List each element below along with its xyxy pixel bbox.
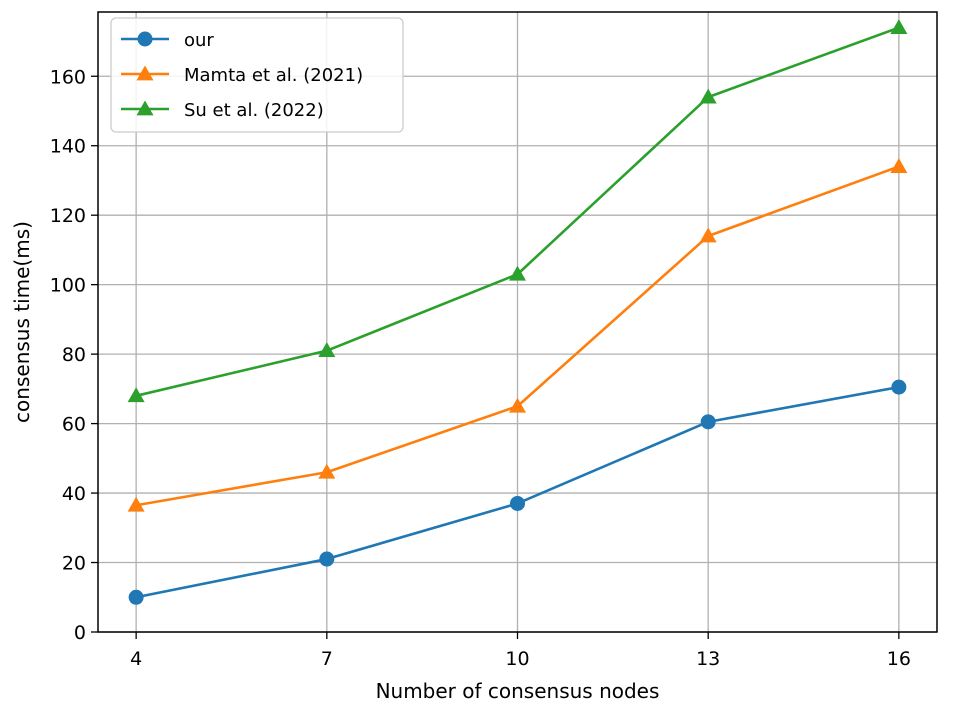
- data-point: [890, 158, 908, 173]
- legend-marker: [136, 100, 154, 116]
- data-point: [890, 19, 908, 35]
- legend-label: Su et al. (2022): [184, 100, 324, 121]
- x-axis-label: Number of consensus nodes: [376, 679, 660, 703]
- legend-item: our: [121, 30, 214, 51]
- legend-marker: [137, 31, 153, 47]
- data-point: [127, 496, 145, 512]
- series-lines: [127, 19, 908, 605]
- series-0: [128, 379, 907, 605]
- data-point: [891, 379, 907, 395]
- data-point: [700, 414, 716, 430]
- x-tick-label: 7: [321, 648, 333, 670]
- legend-item: Su et al. (2022): [121, 100, 324, 121]
- y-tick-label: 0: [74, 622, 86, 644]
- legend-marker: [136, 65, 154, 81]
- data-point: [319, 551, 335, 567]
- data-point: [699, 227, 717, 243]
- legend-item: Mamta et al. (2021): [121, 65, 363, 86]
- legend-label: Mamta et al. (2021): [184, 65, 363, 86]
- x-tick-label: 10: [505, 648, 529, 670]
- data-point: [127, 387, 145, 403]
- data-point: [509, 265, 526, 281]
- data-point: [699, 88, 717, 104]
- series-1: [127, 158, 908, 512]
- y-axis-label: consensus time(ms): [10, 221, 34, 423]
- y-tick-label: 40: [62, 483, 86, 505]
- y-tick-label: 140: [50, 136, 86, 158]
- y-tick-label: 20: [62, 553, 86, 575]
- data-point: [318, 342, 336, 358]
- y-tick-label: 160: [50, 66, 86, 88]
- data-point: [318, 463, 336, 479]
- y-tick-label: 80: [62, 344, 86, 366]
- y-tick-label: 120: [50, 205, 86, 227]
- x-tick-label: 4: [130, 648, 142, 670]
- y-tick-label: 100: [50, 275, 86, 297]
- legend-box: [110, 17, 404, 133]
- series-2: [127, 19, 908, 403]
- legend-label: our: [184, 30, 214, 51]
- x-tick-label: 16: [887, 648, 911, 670]
- legend: our Mamta et al. (2021) Su et al. (2022): [110, 17, 404, 133]
- x-tick-label: 13: [696, 648, 720, 670]
- data-point: [128, 589, 144, 605]
- data-point: [509, 397, 526, 413]
- data-point: [510, 495, 525, 511]
- y-tick-label: 60: [62, 414, 86, 436]
